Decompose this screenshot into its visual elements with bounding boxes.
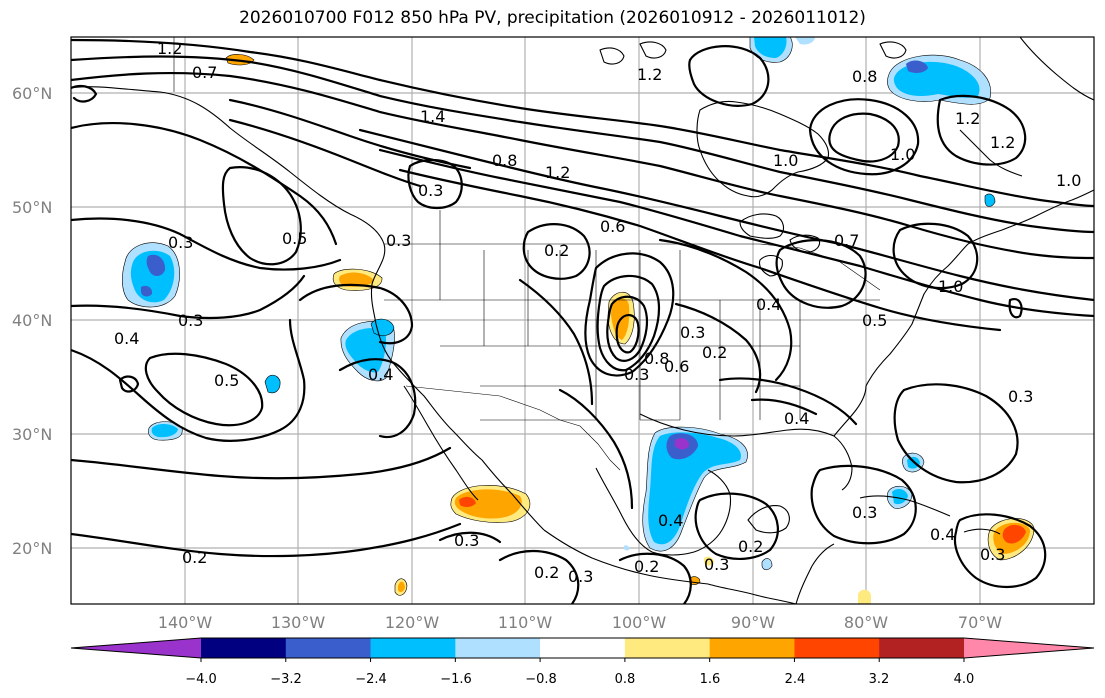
colorbar-segment: [709, 638, 795, 658]
colorbar-segment: [201, 638, 287, 658]
longitude-labels: 140°W 130°W 120°W 110°W 100°W 90°W 80°W …: [158, 613, 1002, 632]
contour-label: 0.5: [282, 229, 307, 248]
lat-label: 20°N: [12, 539, 52, 558]
contour-label: 0.2: [702, 343, 727, 362]
colorbar-tick-label: −0.8: [525, 672, 557, 687]
contour-label: 0.3: [624, 365, 649, 384]
contour-label: 0.2: [544, 241, 569, 260]
contour-label: 1.2: [990, 133, 1015, 152]
lat-label: 50°N: [12, 198, 52, 217]
lon-label: 110°W: [498, 613, 553, 632]
contour-label: 0.3: [418, 181, 443, 200]
contour-label: 0.2: [534, 563, 559, 582]
contour-label: 1.2: [637, 65, 662, 84]
contour-label: 0.2: [634, 557, 659, 576]
contour-label: 1.0: [1056, 171, 1081, 190]
contour-label: 0.3: [168, 233, 193, 252]
contour-label: 0.4: [784, 409, 809, 428]
colorbar: −4.0 −3.2 −2.4 −1.6 −0.8 0.8 1.6 2.4 3.2…: [70, 637, 1095, 687]
colorbar-segment: [540, 638, 626, 658]
colorbar-segment: [455, 638, 541, 658]
contour-label: 0.3: [568, 567, 593, 586]
contour-label: 1.4: [420, 107, 445, 126]
contour-label: 0.3: [386, 231, 411, 250]
lat-label: 30°N: [12, 425, 52, 444]
contour-label: 0.2: [738, 537, 763, 556]
lat-label: 60°N: [12, 84, 52, 103]
contour-labels: 1.2 0.7 1.2 0.3 1.4 1.2 0.8 1.2 0.8 1.0 …: [114, 39, 1081, 586]
contour-label: 0.8: [492, 151, 517, 170]
contour-label: 1.0: [773, 151, 798, 170]
contour-label: 1.2: [545, 163, 570, 182]
colorbar-segment: [964, 638, 1094, 658]
colorbar-tick-label: 1.6: [700, 672, 721, 687]
plot-frame: [70, 36, 1095, 605]
contour-label: 0.4: [368, 365, 393, 384]
colorbar-segment: [71, 638, 201, 658]
contour-label: 0.7: [834, 231, 859, 250]
contour-label: 1.0: [938, 277, 963, 296]
contour-label: 0.8: [644, 349, 669, 368]
colorbar-tick-label: 4.0: [954, 672, 975, 687]
colorbar-segment: [879, 638, 965, 658]
colorbar-tick-label: 0.8: [615, 672, 636, 687]
contour-label: 0.3: [178, 311, 203, 330]
contour-label: 0.3: [454, 531, 479, 550]
contour-label: 0.2: [182, 548, 207, 567]
lon-label: 80°W: [844, 613, 888, 632]
contour-label: 0.4: [658, 511, 683, 530]
contour-label: 0.5: [862, 311, 887, 330]
contour-label: 0.3: [680, 323, 705, 342]
contour-label: 0.4: [930, 525, 955, 544]
colorbar-tick-label: 3.2: [869, 672, 890, 687]
lon-label: 70°W: [958, 613, 1002, 632]
pv-contours: [71, 38, 1094, 604]
contour-label: 0.7: [192, 63, 217, 82]
contour-label: 0.3: [852, 503, 877, 522]
contour-label: 0.3: [980, 545, 1005, 564]
colorbar-tick-label: −1.6: [440, 672, 472, 687]
contour-label: 0.3: [704, 555, 729, 574]
colorbar-ticks: −4.0 −3.2 −2.4 −1.6 −0.8 0.8 1.6 2.4 3.2…: [185, 672, 974, 687]
colorbar-tick-label: −4.0: [185, 672, 217, 687]
colorbar-tick-label: 2.4: [785, 672, 806, 687]
lon-label: 120°W: [385, 613, 440, 632]
contour-label: 0.6: [664, 357, 689, 376]
contour-label: 1.2: [157, 39, 182, 58]
lon-label: 90°W: [731, 613, 775, 632]
contour-label: 0.3: [1008, 387, 1033, 406]
contour-label: 1.0: [890, 145, 915, 164]
lon-label: 140°W: [158, 613, 213, 632]
colorbar-segment: [370, 638, 456, 658]
contour-label: 0.4: [756, 295, 781, 314]
contour-label: 0.4: [114, 329, 139, 348]
contour-label: 1.2: [955, 109, 980, 128]
contour-label: 0.6: [600, 217, 625, 236]
colorbar-segments: [70, 637, 1095, 662]
lon-label: 130°W: [271, 613, 326, 632]
colorbar-segment: [794, 638, 880, 658]
colorbar-tick-label: −2.4: [355, 672, 387, 687]
map-title: 2026010700 F012 850 hPa PV, precipitatio…: [239, 8, 866, 28]
precipitation-shading: [122, 37, 1035, 604]
colorbar-segment: [624, 638, 711, 658]
latitude-labels: 60°N 50°N 40°N 30°N 20°N: [12, 84, 52, 558]
contour-label: 0.8: [852, 67, 877, 86]
colorbar-tick-label: −3.2: [270, 672, 302, 687]
colorbar-segment: [285, 638, 372, 658]
lat-label: 40°N: [12, 311, 52, 330]
contour-label: 0.5: [214, 371, 239, 390]
lon-label: 100°W: [612, 613, 667, 632]
